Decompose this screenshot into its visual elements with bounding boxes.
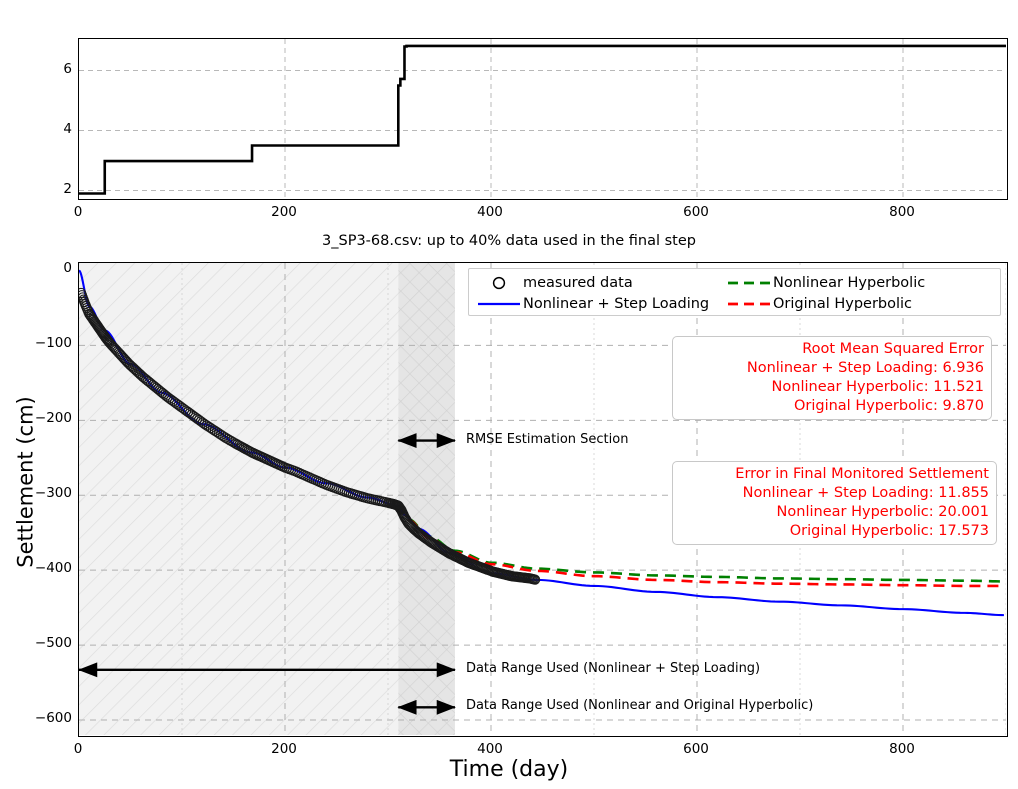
rmse-line-3: Original Hyperbolic: 9.870 [680,397,984,416]
annotation-label-data-range-hyperbolic: Data Range Used (Nonlinear and Original … [466,698,813,713]
rmse-annotation-box: Root Mean Squared Error Nonlinear + Step… [672,336,992,420]
legend-item-original-hyperbolic[interactable]: Original Hyperbolic [725,294,912,314]
main-chart-xtick: 0 [61,741,95,757]
top-chart-ytick: 4 [58,121,72,137]
dashed-line-icon [725,294,773,314]
main-chart-ylabel: Settlement (cm) [14,396,38,567]
chart-legend[interactable]: measured data Nonlinear Hyperbolic Nonli… [468,268,1001,316]
shaded-data-ranges [79,263,455,735]
legend-item-nonlinear-step-loading[interactable]: Nonlinear + Step Loading [475,294,725,314]
main-chart-ytick: −100 [16,335,72,351]
legend-row-2: Nonlinear + Step Loading Original Hyperb… [475,293,994,314]
legend-label: Original Hyperbolic [773,296,912,312]
main-chart-ytick: 0 [16,260,72,276]
top-chart-xtick: 200 [269,204,299,220]
page-title: 3_SP3-68.csv: up to 40% data used in the… [0,233,1018,249]
main-chart-xtick: 400 [473,741,507,757]
top-gridlines [79,39,1006,198]
step-loading-data-range [79,263,398,735]
top-chart-xtick: 0 [63,204,93,220]
dashed-line-icon [725,273,773,293]
final-error-heading: Error in Final Monitored Settlement [680,465,989,484]
rmse-line-2: Nonlinear Hyperbolic: 11.521 [680,378,984,397]
top-chart-xtick: 400 [475,204,505,220]
final-error-line-1: Nonlinear + Step Loading: 11.855 [680,484,989,503]
hyperbolic-data-range [398,263,455,735]
legend-label: Nonlinear + Step Loading [523,296,709,312]
legend-row-1: measured data Nonlinear Hyperbolic [475,272,994,293]
top-plot-svg [79,39,1006,198]
legend-item-measured-data[interactable]: measured data [475,273,725,293]
annotation-label-rmse-section: RMSE Estimation Section [466,432,629,447]
main-chart-xtick: 200 [267,741,301,757]
surcharge-step-line [79,46,1006,194]
top-chart-xtick: 600 [681,204,711,220]
main-chart-xtick: 800 [885,741,919,757]
legend-item-nonlinear-hyperbolic[interactable]: Nonlinear Hyperbolic [725,273,925,293]
circle-marker-icon [475,273,523,293]
top-chart-xtick: 800 [887,204,917,220]
solid-line-icon [475,294,523,314]
main-chart-ytick: −600 [16,710,72,726]
rmse-heading: Root Mean Squared Error [680,340,984,359]
main-chart-ytick: −500 [16,635,72,651]
rmse-line-1: Nonlinear + Step Loading: 6.936 [680,359,984,378]
final-error-line-3: Original Hyperbolic: 17.573 [680,522,989,541]
legend-label: measured data [523,275,633,291]
final-error-annotation-box: Error in Final Monitored Settlement Nonl… [672,461,997,545]
annotation-label-data-range-step-loading: Data Range Used (Nonlinear + Step Loadin… [466,661,760,676]
top-chart-ytick: 6 [58,61,72,77]
main-chart-xlabel: Time (day) [0,757,1018,782]
surcharge-height-plot [78,38,1008,200]
legend-label: Nonlinear Hyperbolic [773,275,925,291]
top-chart-ytick: 2 [58,181,72,197]
final-error-line-2: Nonlinear Hyperbolic: 20.001 [680,503,989,522]
figure-root: Surcharge height (m) 246 0200400600800 3… [0,0,1018,789]
main-chart-xtick: 600 [679,741,713,757]
